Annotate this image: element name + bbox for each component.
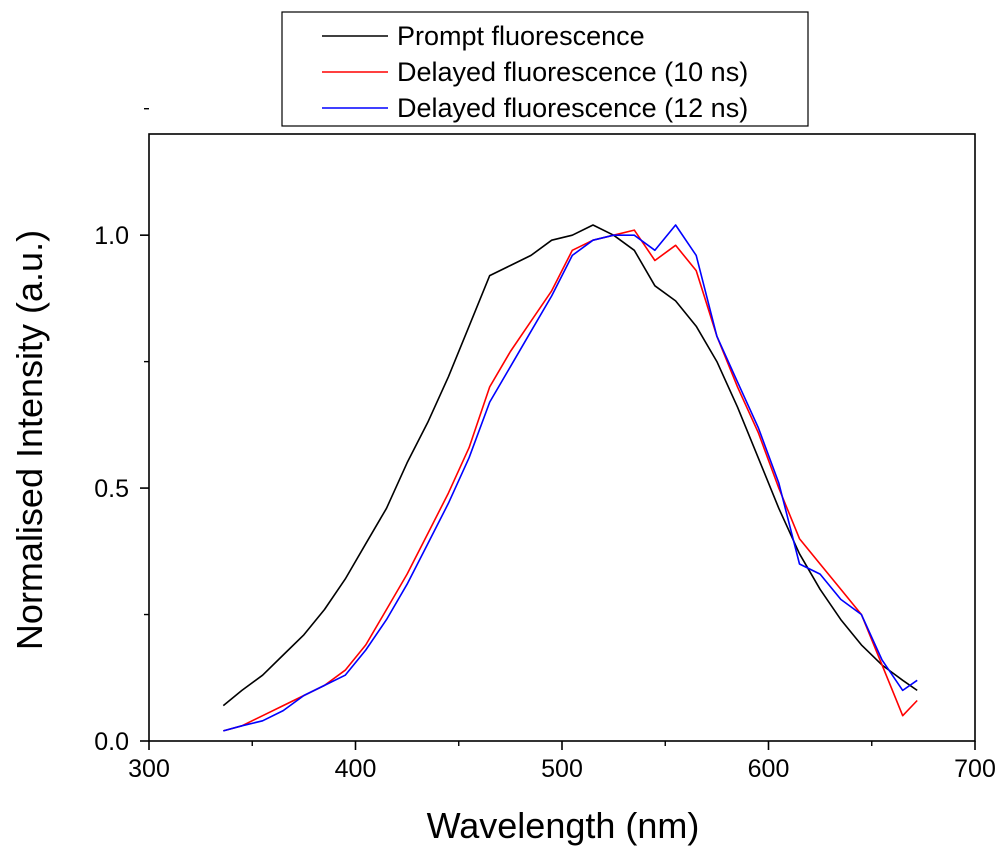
x-tick-label: 600 <box>748 755 790 783</box>
x-tick-label: 400 <box>335 755 377 783</box>
series-line-3 <box>223 224 918 732</box>
legend-label: Delayed fluorescence (12 ns) <box>397 93 748 123</box>
x-tick-label: 500 <box>541 755 583 783</box>
series-line-2 <box>223 229 918 732</box>
legend-label: Delayed fluorescence (10 ns) <box>397 57 748 87</box>
plot-frame <box>148 133 976 742</box>
plot-area-border <box>148 133 976 742</box>
legend-label: Prompt fluorescence <box>397 21 645 51</box>
y-axis-title: Normalised Intensity (a.u.) <box>9 230 50 650</box>
y-tick-label: 0.0 <box>94 728 129 756</box>
x-tick-label: 700 <box>954 755 996 783</box>
series-line-1 <box>222 224 918 707</box>
legend-box <box>281 11 809 127</box>
x-tick-label: 300 <box>128 755 170 783</box>
y-tick-label: 1.0 <box>94 222 129 250</box>
ticks-layer: 300 400 500 600 700 0.0 0.5 1.0 <box>94 108 996 783</box>
y-tick-label: 0.5 <box>94 475 129 503</box>
legend: Prompt fluorescence Delayed fluorescence … <box>281 11 809 127</box>
series-layer <box>222 224 918 732</box>
x-axis-title: Wavelength (nm) <box>427 805 700 846</box>
